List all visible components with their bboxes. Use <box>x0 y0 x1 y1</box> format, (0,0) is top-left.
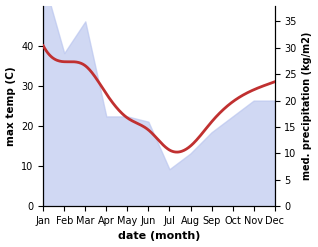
Y-axis label: med. precipitation (kg/m2): med. precipitation (kg/m2) <box>302 32 313 180</box>
X-axis label: date (month): date (month) <box>118 231 200 242</box>
Y-axis label: max temp (C): max temp (C) <box>5 66 16 146</box>
